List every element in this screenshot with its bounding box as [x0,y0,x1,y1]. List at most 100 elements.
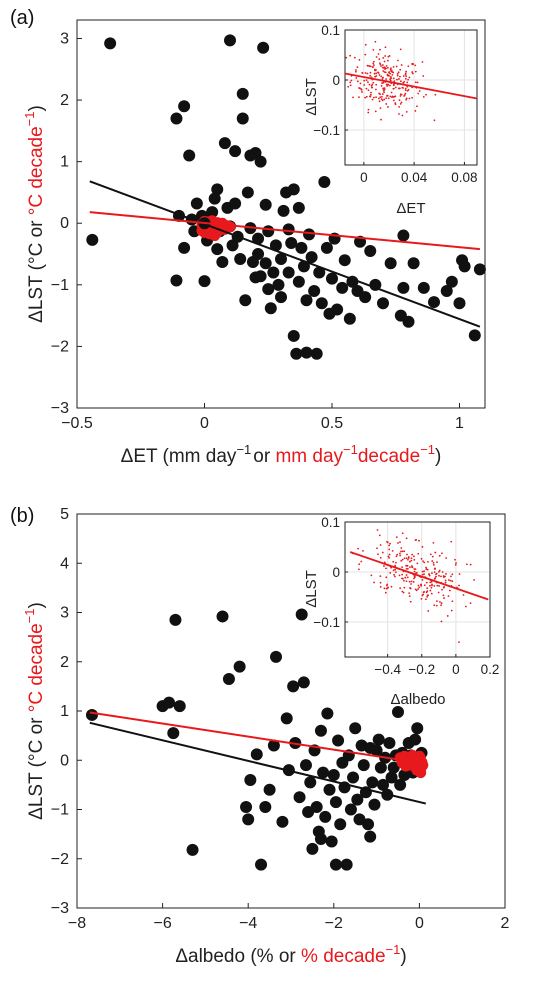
inset-data-point [408,560,411,563]
inset-data-point [396,74,399,77]
black-data-point [383,737,396,750]
inset-data-point [465,605,467,608]
inset-data-point [400,550,402,553]
inset-data-point [370,93,372,96]
y-tick-label: 0 [60,215,69,232]
inset-data-point [359,82,362,85]
inset-x-tick-label: 0 [452,662,460,677]
inset-data-point [378,534,381,537]
inset-data-point [421,573,424,576]
inset-data-point [426,568,429,571]
inset-data-point [458,584,460,587]
inset-data-point [375,72,378,75]
inset-data-point [409,566,411,569]
inset-data-point [373,64,375,66]
black-data-point [262,283,275,296]
inset-data-point [420,557,423,560]
black-data-point [343,312,356,325]
inset-data-point [447,579,450,581]
black-data-point [229,145,242,158]
black-data-point [226,239,239,252]
inset-data-point [414,588,417,591]
black-data-point [254,270,267,283]
inset-data-point [433,119,436,122]
black-data-point [287,329,300,342]
panel-a-xlabel-black: mm day [169,446,237,467]
black-data-point [218,137,231,150]
panel-b-ylabel-prefix: ΔLST (°C or [26,712,47,820]
inset-data-point [382,76,384,79]
inset-data-point [404,89,407,92]
inset-data-point [412,555,415,558]
inset-data-point [432,563,435,566]
inset-data-point [394,568,397,571]
inset-data-point [349,84,352,87]
inset-data-point [411,62,414,65]
black-data-point [259,198,272,211]
inset-data-point [395,571,397,574]
inset-data-point [435,604,438,607]
black-data-point [292,201,305,214]
inset-data-point [437,570,440,573]
inset-data-point [392,560,395,563]
inset-data-point [395,65,398,68]
inset-data-point [431,560,434,562]
inset-data-point [370,574,373,577]
inset-data-point [422,75,425,77]
black-data-point [295,608,308,621]
black-data-point [377,778,390,791]
inset-data-point [423,570,426,573]
panel-a-xlabel-red-exp: −1 [343,442,358,457]
inset-data-point [349,54,352,57]
inset-data-point [405,97,408,100]
inset-data-point [376,529,379,531]
inset-data-point [363,84,366,86]
inset-data-point [374,75,377,78]
inset-data-point [371,98,374,101]
inset-y-tick-label: 0.1 [321,515,340,530]
y-tick-label: 1 [60,703,69,720]
inset-data-point [407,556,410,558]
black-data-point [300,294,313,307]
inset-data-point [454,563,457,566]
inset-data-point [405,70,408,73]
inset-data-point [438,554,441,557]
black-data-point [186,843,199,856]
inset-x-tick-label: −0.2 [408,662,435,677]
inset-data-point [447,595,450,598]
inset-data-point [381,64,384,66]
black-data-point [392,705,404,718]
inset-data-point [382,87,385,90]
inset-data-point [469,602,472,605]
inset-data-point [355,69,357,71]
inset-data-point [385,587,388,590]
inset-data-point [392,77,395,80]
black-data-point [277,204,290,217]
black-data-point [167,727,180,740]
inset-data-point [380,95,383,98]
black-data-point [272,278,285,291]
black-data-point [241,186,254,199]
inset-data-point [372,48,375,51]
inset-x-tick-label: 0.2 [481,662,500,677]
inset-data-point [379,93,382,96]
inset-data-point [385,65,388,67]
inset-data-point [360,560,363,563]
inset-data-point [383,98,386,101]
inset-data-point [393,573,395,576]
inset-data-point [425,568,428,571]
inset-data-point [380,75,383,78]
black-fit-line [89,180,481,328]
inset-data-point [383,561,386,564]
inset-data-point [378,100,381,103]
inset-data-point [377,97,380,100]
inset-data-point [406,553,408,556]
inset-data-point [399,554,402,557]
inset-border [344,29,478,166]
inset-data-point [387,97,390,100]
inset-data-point [402,87,405,89]
inset-data-point [384,68,386,71]
inset-data-point [466,563,468,566]
panel-b: (b) −8 −6 −4 −2 0 2 −3 −2 −1 0 1 2 3 4 5 ΔLST (°C or °… [10,505,510,967]
inset-data-point [394,86,397,89]
